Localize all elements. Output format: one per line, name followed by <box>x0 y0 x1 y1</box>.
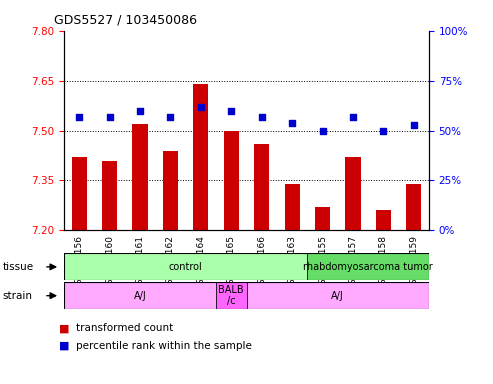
Point <box>380 127 387 134</box>
Bar <box>315 207 330 230</box>
Point <box>75 114 83 120</box>
Bar <box>376 210 391 230</box>
Point <box>410 121 418 127</box>
Text: control: control <box>169 262 203 272</box>
Text: tissue: tissue <box>2 262 34 272</box>
Bar <box>307 253 429 280</box>
Text: BALB
/c: BALB /c <box>218 285 244 306</box>
Bar <box>64 253 307 280</box>
Text: percentile rank within the sample: percentile rank within the sample <box>76 341 252 351</box>
Point <box>349 114 357 120</box>
Text: ■: ■ <box>59 341 70 351</box>
Point <box>197 104 205 110</box>
Bar <box>102 161 117 230</box>
Bar <box>345 157 360 230</box>
Point <box>227 108 235 114</box>
Text: A/J: A/J <box>331 291 344 301</box>
Bar <box>254 144 269 230</box>
Bar <box>64 282 216 309</box>
Text: A/J: A/J <box>134 291 146 301</box>
Bar <box>216 282 246 309</box>
Point <box>106 114 113 120</box>
Bar <box>246 282 429 309</box>
Bar <box>406 184 422 230</box>
Point <box>136 108 144 114</box>
Bar <box>284 184 300 230</box>
Text: rhabdomyosarcoma tumor: rhabdomyosarcoma tumor <box>303 262 433 272</box>
Bar <box>163 151 178 230</box>
Point <box>318 127 326 134</box>
Point <box>258 114 266 120</box>
Text: GDS5527 / 103450086: GDS5527 / 103450086 <box>54 13 197 26</box>
Bar <box>133 124 148 230</box>
Point <box>167 114 175 120</box>
Text: ■: ■ <box>59 323 70 333</box>
Bar <box>224 131 239 230</box>
Bar <box>193 84 209 230</box>
Text: transformed count: transformed count <box>76 323 174 333</box>
Bar <box>71 157 87 230</box>
Text: strain: strain <box>2 291 33 301</box>
Point <box>288 119 296 126</box>
